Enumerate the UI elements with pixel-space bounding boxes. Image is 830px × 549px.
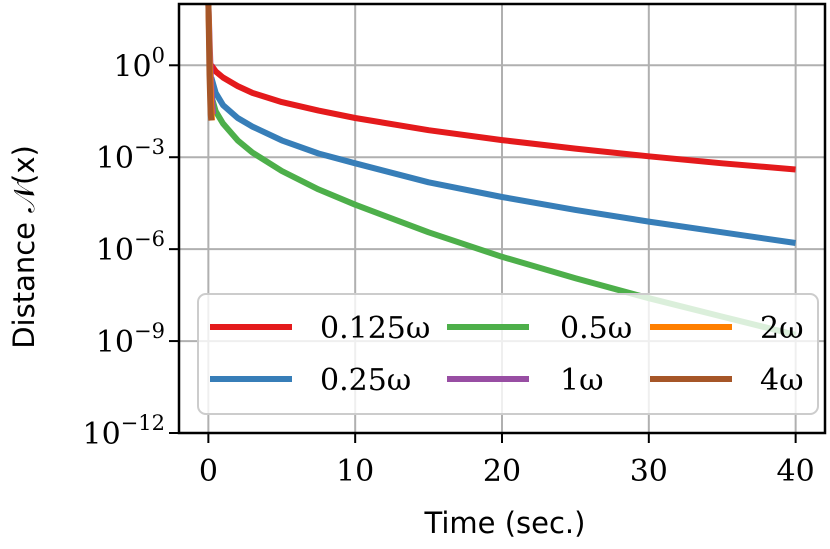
x-tick-label: 0 xyxy=(199,454,218,489)
legend-label: 0.5ω xyxy=(560,311,632,346)
legend-label: 1ω xyxy=(560,363,604,398)
series-line xyxy=(205,3,215,121)
y-axis-label: Distance 𝒩(x) xyxy=(7,145,41,349)
x-tick-label: 20 xyxy=(483,454,521,489)
y-tick-label: 10−3 xyxy=(96,135,165,176)
y-tick-label: 100 xyxy=(113,43,165,84)
series-line xyxy=(208,63,796,173)
x-tick-label: 30 xyxy=(630,454,668,489)
legend-label: 0.125ω xyxy=(320,311,430,346)
legend-label: 4ω xyxy=(760,363,804,398)
legend-box xyxy=(197,293,819,415)
legend: 0.125ω 0.25ω 0.5ω 1ω 2ω 4ω xyxy=(197,293,819,415)
y-tick-label: 10−6 xyxy=(96,227,165,268)
y-tick-label: 10−9 xyxy=(96,319,165,360)
x-axis-label: Time (sec.) xyxy=(424,506,586,540)
x-tick-label: 10 xyxy=(336,454,374,489)
legend-label: 0.25ω xyxy=(320,363,411,398)
series-line xyxy=(208,76,797,246)
y-axis-ticks: 100 10−3 10−6 10−9 10−12 xyxy=(82,43,179,452)
x-tick-label: 40 xyxy=(777,454,815,489)
x-axis-ticks: 0 10 20 30 40 xyxy=(199,433,815,489)
legend-label: 2ω xyxy=(760,311,804,346)
y-tick-label: 10−12 xyxy=(82,411,165,452)
